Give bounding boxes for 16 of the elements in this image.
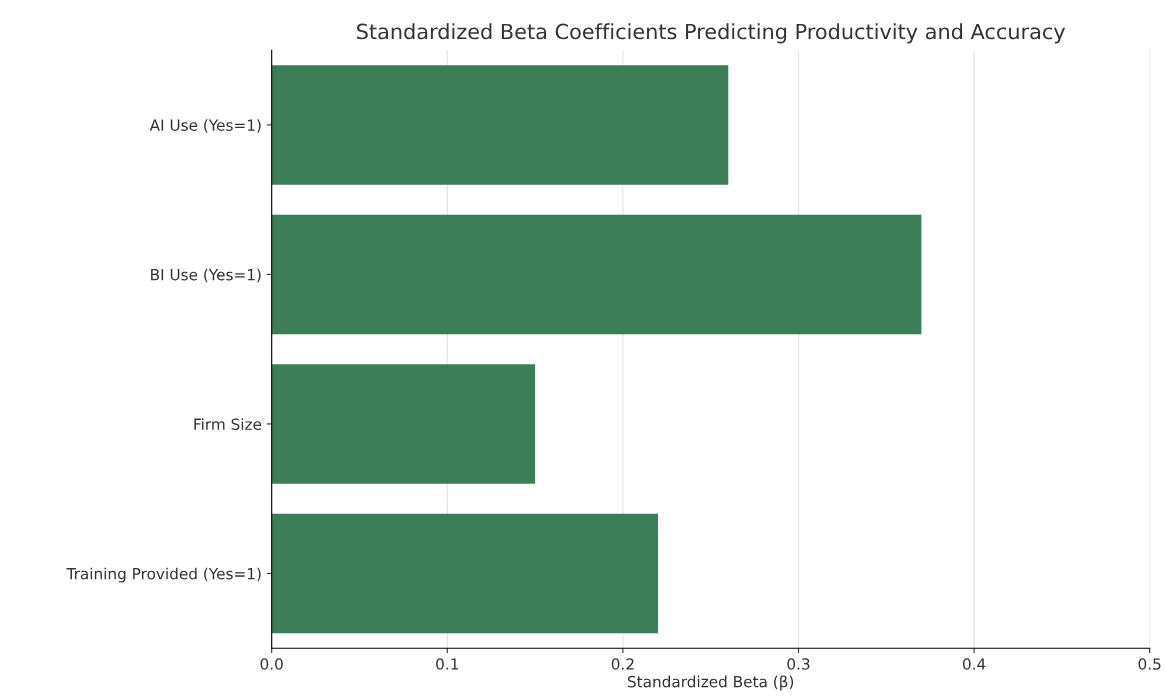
x-tick-label: 0.2: [611, 658, 634, 670]
bar: [271, 364, 536, 484]
x-tick-label: 0.3: [787, 658, 810, 670]
bar: [271, 214, 922, 335]
x-axis-title: Standardized Beta (β): [627, 675, 794, 691]
x-tick-label: 0.4: [962, 658, 986, 670]
y-tick-label: Firm Size: [194, 418, 262, 430]
bar: [271, 513, 658, 634]
x-tick-label: 0.5: [1138, 658, 1161, 670]
x-tick-label: 0.0: [260, 658, 283, 670]
chart-title: Standardized Beta Coefficients Predicting Productivity and Accuracy: [357, 23, 1066, 44]
y-tick-label: BI Use (Yes=1): [151, 268, 261, 283]
y-tick-label: AI Use (Yes=1): [149, 119, 261, 133]
bar: [271, 65, 729, 185]
y-tick-label: Training Provided (Yes=1): [66, 567, 261, 583]
x-tick-label: 0.1: [436, 658, 459, 670]
